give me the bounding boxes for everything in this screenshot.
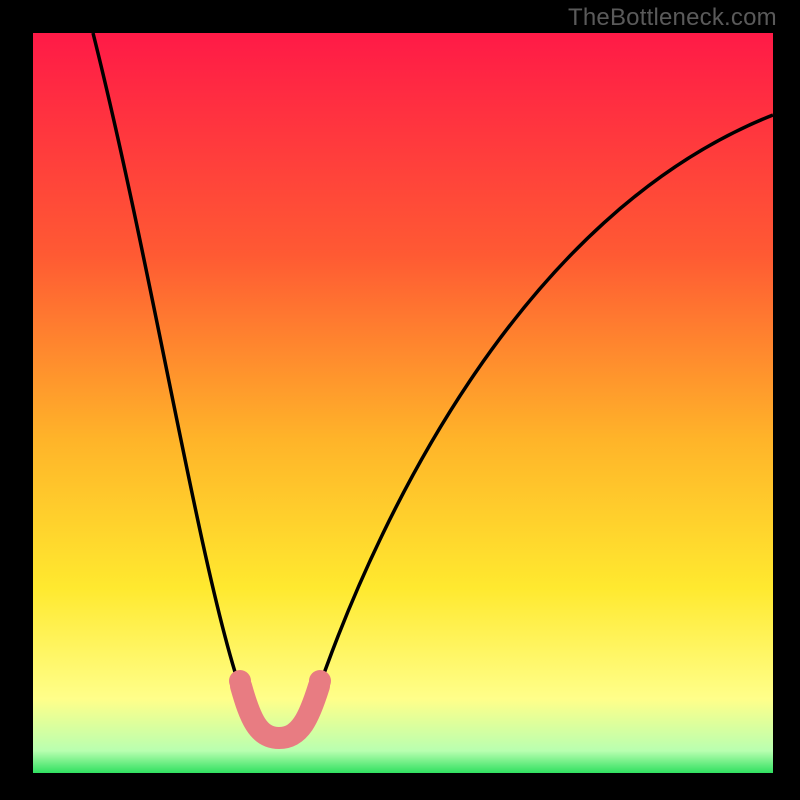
- chart-frame: TheBottleneck.com: [0, 0, 800, 800]
- curve-layer: [0, 0, 800, 800]
- sweet-spot-marker-dot-right: [309, 670, 331, 692]
- watermark-text: TheBottleneck.com: [568, 4, 777, 32]
- bottleneck-curve: [93, 33, 773, 740]
- sweet-spot-marker-dot-left: [229, 670, 251, 692]
- sweet-spot-marker-outline: [241, 686, 319, 738]
